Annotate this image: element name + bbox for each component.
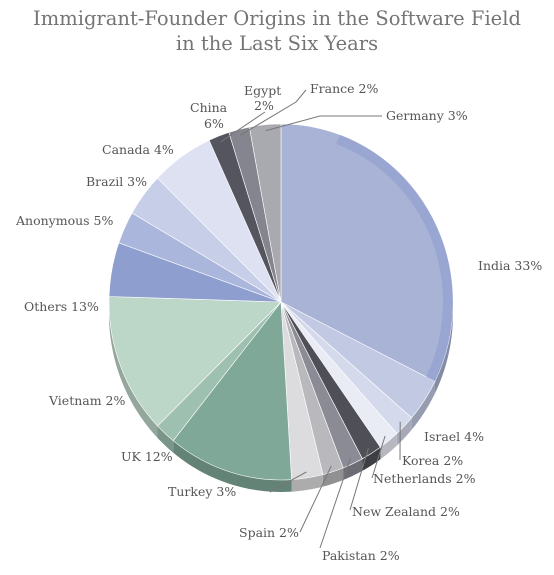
chart-title-line-1: Immigrant-Founder Origins in the Softwar…	[33, 7, 521, 30]
pie-depth-turkey	[291, 474, 323, 492]
pie-rim-india	[336, 134, 453, 382]
pie-depth-pakistan	[343, 458, 363, 480]
slice-label-israel: Israel 4%	[424, 429, 484, 444]
pie-slice-uk	[172, 301, 292, 481]
pie-slice-others	[108, 296, 282, 427]
slice-label-spain: Spain 2%	[239, 525, 299, 540]
pie-depth-india	[434, 302, 453, 394]
chart-title: Immigrant-Founder Origins in the Softwar…	[0, 6, 554, 56]
slice-label-anonymous: Anonymous 5%	[15, 213, 113, 228]
slice-label-germany: Germany 3%	[386, 108, 468, 123]
pie-depth-vietnam	[157, 425, 174, 453]
slice-label-egypt: Egypt	[244, 83, 281, 98]
slice-label-canada: Canada 4%	[102, 142, 174, 157]
pie-depth-netherlands	[380, 433, 397, 460]
slice-label-pakistan: Pakistan 2%	[322, 548, 400, 563]
slice-value-china: 6%	[204, 116, 224, 131]
leader-germany	[265, 115, 382, 132]
slice-label-new-zealand: New Zealand 2%	[352, 504, 460, 519]
pie-depth-israel	[411, 381, 435, 430]
pie-depth-others	[109, 302, 158, 438]
leader-netherlands	[371, 435, 386, 479]
slice-label-vietnam: Vietnam 2%	[48, 393, 126, 408]
pie-labels: India 33% Israel 4% Korea 2% Netherlands 2%…	[15, 81, 542, 563]
leader-turkey	[269, 471, 307, 493]
slice-label-others: Others 13%	[24, 299, 99, 314]
slice-value-egypt: 2%	[254, 98, 274, 113]
slice-label-netherlands: Netherlands 2%	[373, 471, 476, 486]
slice-label-brazil: Brazil 3%	[86, 174, 147, 189]
slice-label-india: India 33%	[478, 258, 542, 273]
pie-depth-spain	[322, 467, 344, 487]
pie-leader-lines	[220, 89, 401, 549]
pie-slice-germany	[249, 123, 282, 303]
slice-label-china: China	[190, 100, 228, 115]
slice-label-uk: UK 12%	[121, 449, 173, 464]
pie-depth-new-zealand	[362, 447, 381, 471]
leader-spain	[299, 465, 332, 533]
chart-title-line-2: in the Last Six Years	[175, 32, 379, 55]
slice-label-france: France 2%	[310, 81, 378, 96]
slice-label-turkey: Turkey 3%	[168, 484, 236, 499]
leader-france	[240, 89, 307, 136]
leader-egypt	[220, 111, 266, 143]
leader-new-zealand	[349, 448, 369, 511]
pie-slices	[108, 123, 454, 481]
leader-pakistan	[319, 458, 351, 549]
slice-label-korea: Korea 2%	[402, 453, 463, 468]
